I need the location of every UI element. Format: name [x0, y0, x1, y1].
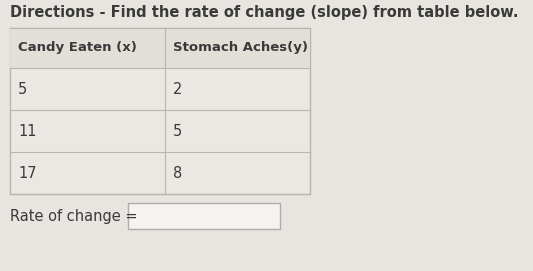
Text: 8: 8 — [173, 166, 182, 180]
Text: 2: 2 — [173, 82, 182, 96]
Text: 5: 5 — [18, 82, 27, 96]
Text: Stomach Aches(y): Stomach Aches(y) — [173, 41, 308, 54]
Bar — [10, 28, 310, 68]
Text: Candy Eaten (x): Candy Eaten (x) — [18, 41, 137, 54]
Bar — [10, 28, 310, 194]
Text: Directions - Find the rate of change (slope) from table below.: Directions - Find the rate of change (sl… — [10, 5, 519, 21]
Text: 5: 5 — [173, 124, 182, 138]
Text: Rate of change =: Rate of change = — [10, 208, 142, 224]
Text: 11: 11 — [18, 124, 36, 138]
Bar — [128, 203, 280, 229]
Text: 17: 17 — [18, 166, 37, 180]
